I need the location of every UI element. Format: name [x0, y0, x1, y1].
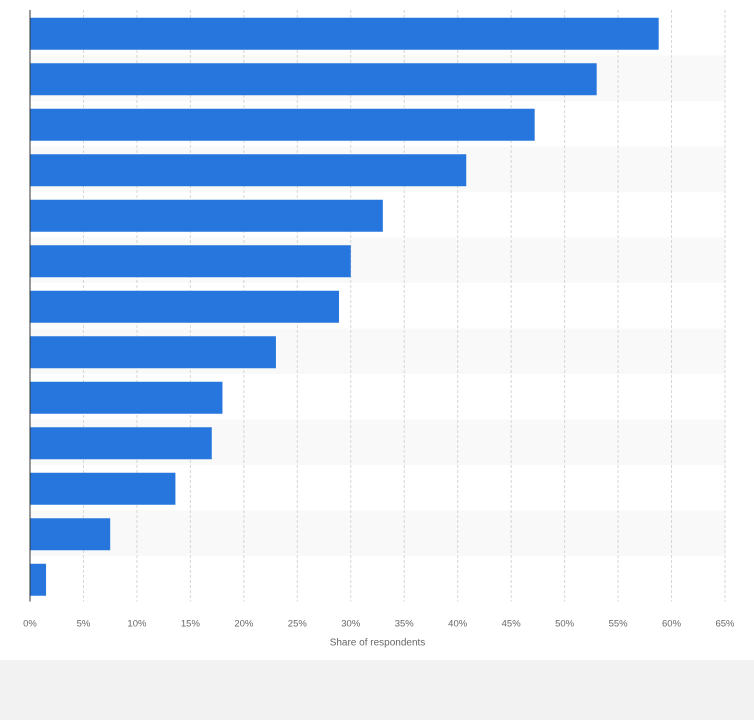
x-tick-label: 35%	[395, 619, 415, 630]
bar	[30, 290, 340, 323]
bar	[30, 108, 535, 141]
x-axis-label: Share of respondents	[330, 638, 426, 649]
bar	[30, 154, 467, 187]
chart-area: 0% 5% 10% 15% 20% 25% 30% 35% 40% 45% 50% 55% 60% 65%…	[0, 0, 754, 660]
bar	[30, 17, 659, 50]
bar	[30, 245, 351, 278]
bar	[30, 63, 597, 96]
x-tick-label: 45%	[502, 619, 522, 630]
bar-chart: 0% 5% 10% 15% 20% 25% 30% 35% 40% 45% 50% 55% 60% 65%…	[23, 10, 735, 649]
footer-band	[0, 660, 754, 720]
bar	[30, 336, 276, 369]
x-tick-label: 55%	[609, 619, 629, 630]
x-tick-label: 40%	[448, 619, 468, 630]
row-band	[30, 510, 725, 556]
x-tick-label: 65%	[715, 619, 735, 630]
bar	[30, 199, 383, 232]
x-tick-label: 60%	[662, 619, 682, 630]
row-band	[30, 556, 725, 602]
x-tick-label: 50%	[555, 619, 575, 630]
x-tick-label: 15%	[181, 619, 201, 630]
bar	[30, 427, 212, 460]
x-tick-labels: 0% 5% 10% 15% 20% 25% 30% 35% 40% 45% 50% 55% 60% 65%	[23, 619, 735, 630]
bar	[30, 381, 223, 414]
bar	[30, 472, 176, 505]
bars	[30, 17, 659, 596]
x-tick-label: 20%	[234, 619, 254, 630]
bar	[30, 563, 47, 596]
x-tick-label: 10%	[127, 619, 147, 630]
x-tick-label: 5%	[77, 619, 91, 630]
bar	[30, 518, 111, 551]
x-tick-label: 0%	[23, 619, 37, 630]
x-tick-label: 25%	[288, 619, 308, 630]
x-tick-label: 30%	[341, 619, 361, 630]
